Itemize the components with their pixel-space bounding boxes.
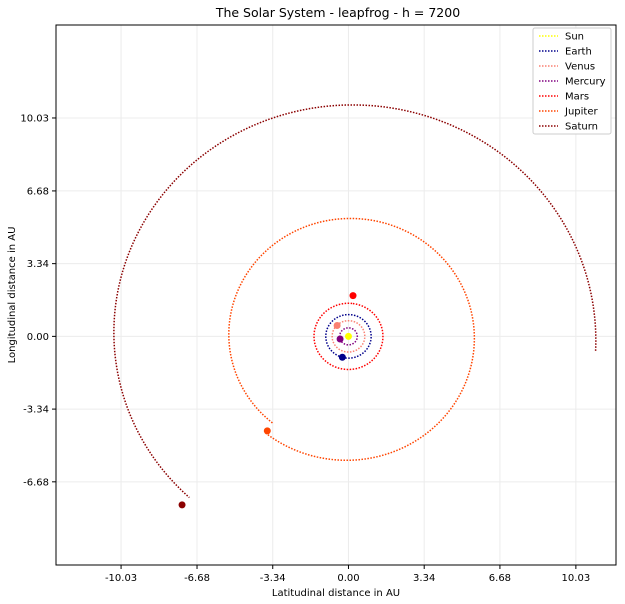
- x-tick-label: 0.00: [337, 573, 359, 584]
- orbits: [113, 104, 597, 499]
- x-tick-label: 10.03: [562, 573, 591, 584]
- legend-label-sun: Sun: [565, 32, 584, 43]
- orbit-mars: [313, 302, 384, 371]
- x-axis-label: Latitudinal distance in AU: [272, 588, 400, 599]
- y-tick-label: -6.68: [23, 477, 49, 488]
- marker-venus: [333, 321, 341, 329]
- y-tick-label: 0.00: [27, 332, 49, 343]
- legend-label-jupiter: Jupiter: [564, 107, 598, 118]
- y-tick-label: 3.34: [27, 259, 49, 270]
- legend-label-mars: Mars: [565, 92, 589, 103]
- planet-markers: [178, 292, 357, 509]
- grid-lines: [56, 25, 616, 565]
- plot-background: [56, 25, 616, 565]
- y-tick-label: 6.68: [27, 186, 49, 197]
- legend-label-saturn: Saturn: [565, 122, 598, 133]
- plot-frame: [55, 24, 617, 566]
- legend: Sun Earth Venus Mercury Mars Jupiter Saturn: [532, 27, 612, 135]
- legend-label-earth: Earth: [565, 47, 592, 58]
- legend-box: [532, 27, 612, 135]
- marker-sun: [344, 332, 352, 340]
- y-tick-label: 10.03: [20, 113, 49, 124]
- plot-area: [55, 24, 617, 566]
- orbit-earth: [325, 313, 372, 359]
- x-tick-label: 6.68: [489, 573, 511, 584]
- x-tick-label: -10.03: [105, 573, 137, 584]
- y-tick-label: -3.34: [23, 405, 49, 416]
- marker-mercury: [336, 335, 344, 343]
- marker-mars: [349, 292, 357, 300]
- marker-saturn: [178, 501, 186, 509]
- marker-earth: [338, 353, 346, 361]
- legend-entries: Sun Earth Venus Mercury Mars Jupiter Saturn: [539, 32, 606, 133]
- orbit-mercury: [338, 327, 359, 346]
- legend-label-mercury: Mercury: [565, 77, 606, 88]
- orbit-saturn: [113, 104, 597, 499]
- marker-jupiter: [263, 427, 271, 435]
- x-tick-label: -6.68: [184, 573, 210, 584]
- x-axis-ticks: -10.03 -6.68 -3.34 0.00 3.34 6.68 10.03: [105, 565, 590, 584]
- legend-label-venus: Venus: [565, 62, 595, 73]
- chart-title: The Solar System - leapfrog - h = 7200: [215, 5, 460, 20]
- y-axis-label: Longitudinal distance in AU: [7, 227, 18, 364]
- x-tick-label: 3.34: [413, 573, 435, 584]
- y-axis-ticks: -6.68 -3.34 0.00 3.34 6.68 10.03: [20, 113, 56, 488]
- x-tick-label: -3.34: [260, 573, 286, 584]
